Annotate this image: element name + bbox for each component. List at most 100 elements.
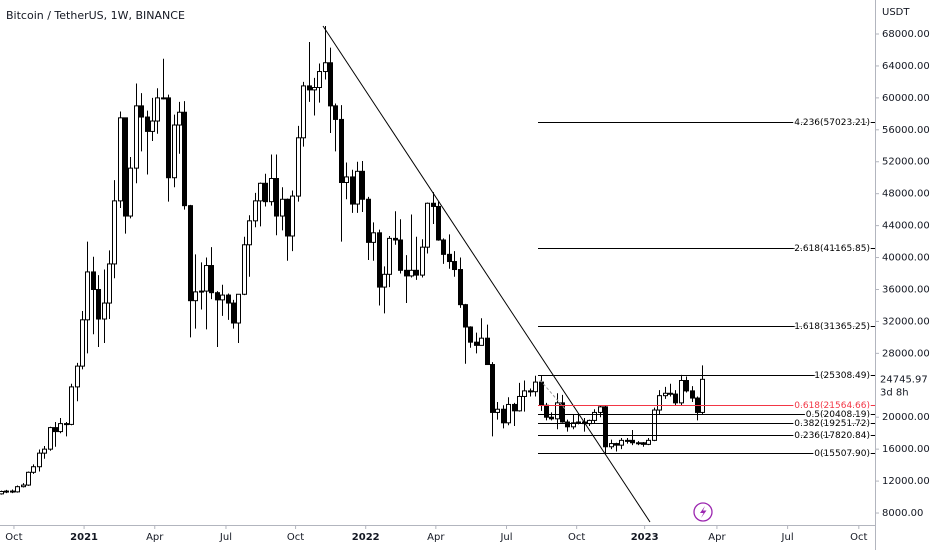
candle-body [592, 411, 597, 421]
candle-body [517, 395, 522, 412]
candle-body [220, 294, 225, 301]
candle-body [668, 392, 673, 395]
candle-body [673, 393, 678, 404]
fib-level-label: 0.618(21564.66) [794, 401, 870, 411]
candle-body [48, 427, 53, 450]
candle-body [468, 326, 473, 343]
candle-body [571, 422, 576, 428]
candle-body [409, 269, 414, 277]
y-tick-label: 36000.00 [882, 284, 930, 295]
candle-body [58, 423, 63, 433]
candle-body [474, 341, 479, 346]
candle-body [598, 406, 603, 413]
candle-body [506, 403, 511, 424]
candle-body [145, 116, 150, 132]
candle-body [544, 404, 549, 418]
x-tick-label: Oct [850, 532, 867, 543]
candle-body [274, 178, 279, 217]
x-tick-label: Oct [287, 532, 304, 543]
candle-body [199, 290, 204, 293]
candle-body [301, 85, 306, 139]
candle-body [4, 490, 9, 493]
x-tick-label: 2023 [631, 532, 659, 543]
candle-body [91, 271, 96, 290]
countdown: 3d 8h [880, 387, 909, 398]
candle-body [280, 198, 285, 217]
candle-body [258, 182, 263, 202]
candle-body [657, 395, 662, 411]
y-tick-label: 64000.00 [882, 61, 930, 72]
candle-body [307, 85, 312, 91]
candle-body [441, 239, 446, 255]
x-tick-label: 2022 [352, 532, 380, 543]
candle-body [560, 402, 565, 423]
alert-icon[interactable] [693, 502, 713, 522]
candle-body [209, 265, 214, 294]
candle-body [398, 239, 403, 271]
candle-body [663, 392, 668, 397]
candle-body [123, 117, 128, 217]
candle-body [382, 273, 387, 288]
candle-body [495, 408, 500, 413]
candle-body [431, 202, 436, 207]
y-tick-label: 68000.00 [882, 29, 930, 40]
candle-body [188, 205, 193, 302]
last-price: 24745.97 [880, 374, 928, 385]
y-tick-label: 44000.00 [882, 221, 930, 232]
candle-body [112, 200, 117, 265]
candle-body [80, 319, 85, 367]
fib-trend [539, 379, 567, 411]
candle-body [139, 105, 144, 118]
fib-level-label: 0(15507.90) [814, 449, 870, 459]
candle-body [619, 439, 624, 446]
fib-level-label: 0.5(20408.19) [806, 410, 870, 420]
candle-body [155, 97, 160, 122]
candle-body [323, 62, 328, 73]
candle-body [333, 105, 338, 120]
candle-body [285, 198, 290, 237]
candle-body [463, 304, 468, 328]
candle-body [533, 381, 538, 393]
candle-body [31, 466, 36, 473]
candle-body [75, 365, 80, 388]
candle-body [458, 269, 463, 306]
candle-body [150, 120, 155, 132]
candle-body [247, 220, 252, 246]
candle-body [42, 448, 47, 454]
candle-body [350, 176, 355, 205]
candle-body [161, 97, 166, 100]
candle-body [317, 71, 322, 88]
candle-body [690, 390, 695, 399]
candle-body [485, 337, 490, 366]
y-tick-label: 20000.00 [882, 412, 930, 423]
candle-body [501, 408, 506, 424]
candle-body [539, 381, 544, 406]
candle-body [636, 442, 641, 445]
candle-body [0, 490, 4, 495]
candle-body [128, 167, 133, 217]
x-tick-label: 2021 [70, 532, 98, 543]
x-tick-label: Oct [568, 532, 585, 543]
candle-body [420, 246, 425, 276]
candle-body [366, 198, 371, 243]
candle-body [371, 232, 376, 243]
candle-body [522, 390, 527, 397]
candle-body [447, 253, 452, 263]
candle-body [609, 443, 614, 448]
fib-level-label: 1.618(31365.25) [794, 322, 870, 332]
y-tick-label: 16000.00 [882, 444, 930, 455]
candle-body [565, 421, 570, 428]
candle-body [263, 182, 268, 203]
candle-body [355, 170, 360, 205]
candle-body [387, 237, 392, 275]
candle-body [360, 170, 365, 200]
candle-body [549, 416, 554, 420]
plot [0, 26, 705, 495]
candle-body [269, 178, 274, 203]
y-axis-label: USDT [882, 7, 910, 18]
fib-level-label: 4.236(57023.21) [794, 118, 870, 128]
x-tick-label: Jul [219, 532, 232, 543]
candle-body [177, 111, 182, 126]
candle-body [134, 105, 139, 169]
